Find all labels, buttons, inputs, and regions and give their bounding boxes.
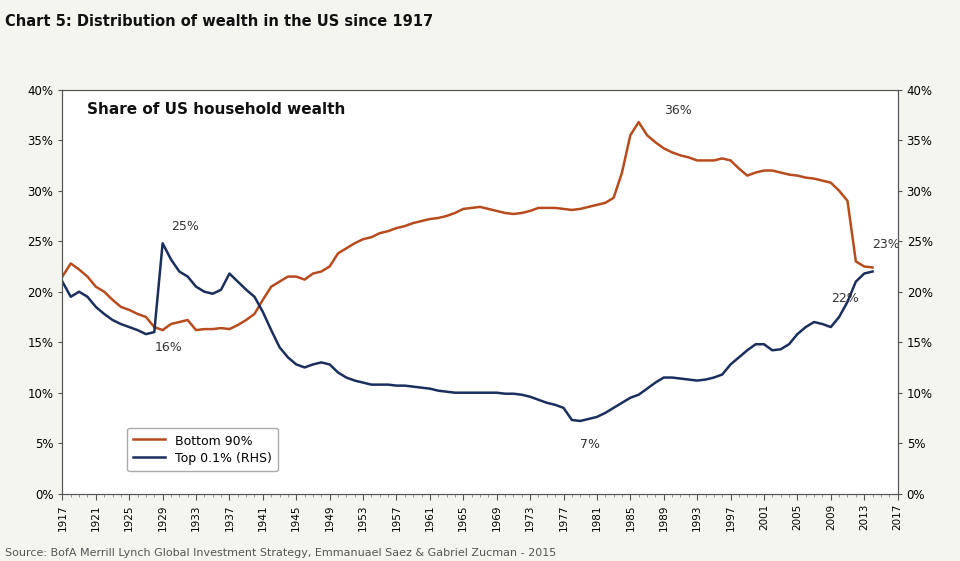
- Text: 36%: 36%: [663, 104, 691, 117]
- Line: Bottom 90%: Bottom 90%: [62, 122, 873, 330]
- Text: 7%: 7%: [580, 438, 600, 451]
- Top 0.1% (RHS): [107, 316, 118, 323]
- Line: Top 0.1% (RHS): Top 0.1% (RHS): [62, 243, 873, 421]
- Top 0.1% (RHS): [574, 417, 586, 424]
- Bottom 90%: [107, 296, 118, 303]
- Text: 16%: 16%: [155, 341, 182, 355]
- Bottom 90%: [156, 327, 168, 333]
- Text: Chart 5: Distribution of wealth in the US since 1917: Chart 5: Distribution of wealth in the U…: [5, 14, 433, 29]
- Top 0.1% (RHS): [57, 278, 68, 285]
- Text: 25%: 25%: [171, 220, 199, 233]
- Bottom 90%: [516, 210, 527, 217]
- Top 0.1% (RHS): [156, 240, 168, 247]
- Bottom 90%: [574, 205, 586, 212]
- Text: Source: BofA Merrill Lynch Global Investment Strategy, Emmanuael Saez & Gabriel : Source: BofA Merrill Lynch Global Invest…: [5, 548, 556, 558]
- Text: 22%: 22%: [830, 292, 858, 305]
- Bottom 90%: [691, 157, 703, 164]
- Bottom 90%: [633, 119, 644, 126]
- Top 0.1% (RHS): [691, 377, 703, 384]
- Bottom 90%: [449, 210, 461, 217]
- Bottom 90%: [124, 306, 135, 313]
- Bottom 90%: [867, 264, 878, 271]
- Legend: Bottom 90%, Top 0.1% (RHS): Bottom 90%, Top 0.1% (RHS): [127, 428, 277, 471]
- Bottom 90%: [57, 273, 68, 280]
- Top 0.1% (RHS): [583, 416, 594, 422]
- Top 0.1% (RHS): [516, 392, 527, 398]
- Top 0.1% (RHS): [867, 268, 878, 275]
- Text: Share of US household wealth: Share of US household wealth: [87, 102, 346, 117]
- Text: 23%: 23%: [873, 238, 900, 251]
- Top 0.1% (RHS): [449, 389, 461, 396]
- Top 0.1% (RHS): [124, 324, 135, 330]
